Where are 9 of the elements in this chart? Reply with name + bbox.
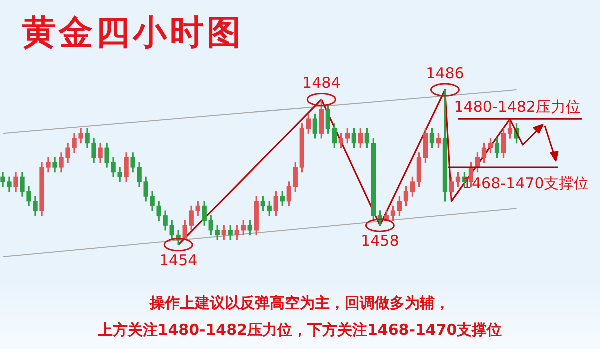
legend-label: 1468-1470支撑位 bbox=[462, 174, 590, 192]
chart-title: 黄金四小时图 bbox=[22, 14, 244, 54]
text: 操作上建议以反弹高空为主，回调做多为辅， bbox=[148, 293, 451, 314]
annotation: 1484 bbox=[302, 74, 341, 92]
annotation: 1454 bbox=[159, 251, 198, 270]
annotation: 1486 bbox=[426, 64, 464, 82]
annotation: 1458 bbox=[361, 232, 400, 250]
ref-line-label: 1480-1482压力位 bbox=[454, 98, 581, 116]
text: 上方关注1480-1482压力位，下方关注1468-1470支撑位 bbox=[96, 320, 504, 341]
